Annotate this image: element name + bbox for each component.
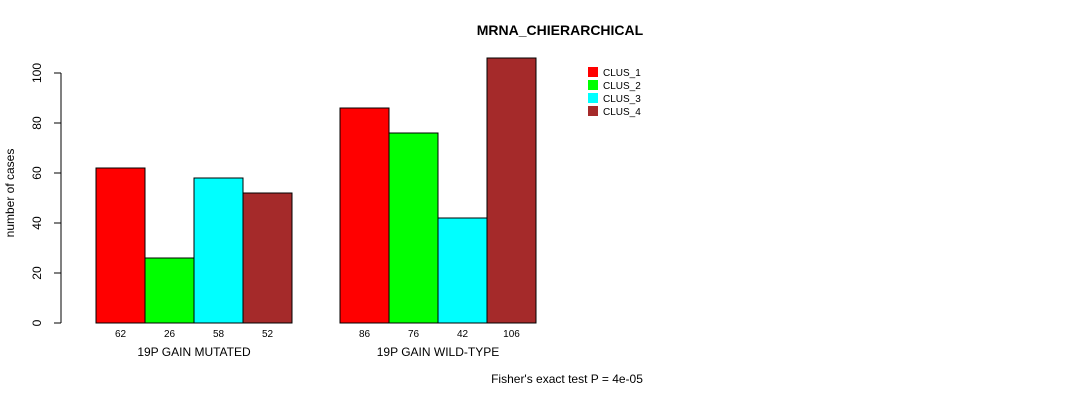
bar-value-label: 52 [262, 329, 274, 340]
bar-clus-3 [193, 177, 244, 324]
legend-swatch [588, 80, 598, 90]
bar-clus-1 [95, 167, 146, 324]
bar-clus-3 [437, 217, 488, 324]
y-tick-label: 60 [30, 166, 44, 180]
legend-swatch [588, 106, 598, 116]
legend-label: CLUS_1 [603, 68, 641, 79]
bar-value-label: 26 [164, 329, 176, 340]
bar-clus-4 [486, 57, 537, 324]
bar-clus-2 [388, 132, 439, 324]
y-axis-label: number of cases [3, 149, 17, 238]
bar-value-label: 76 [408, 329, 420, 340]
bar-value-label: 42 [457, 329, 469, 340]
legend-label: CLUS_3 [603, 94, 641, 105]
legend-label: CLUS_2 [603, 81, 641, 92]
legend: CLUS_1 CLUS_2 CLUS_3 CLUS_4 [588, 67, 641, 118]
bar-value-label: 86 [359, 329, 371, 340]
legend-label: CLUS_4 [603, 107, 641, 118]
y-tick-label: 80 [30, 116, 44, 130]
fisher-test-footnote: Fisher's exact test P = 4e-05 [491, 372, 643, 386]
chart-title: MRNA_CHIERARCHICAL [477, 22, 644, 38]
y-axis-ticks: 0 20 40 60 80 100 [30, 63, 61, 326]
bar-value-label: 106 [503, 329, 520, 340]
bar-value-label: 58 [213, 329, 225, 340]
bar-clus-1 [339, 107, 390, 324]
y-tick-label: 20 [30, 266, 44, 280]
legend-swatch [588, 93, 598, 103]
bars [95, 57, 537, 324]
bar-clus-4 [242, 192, 293, 324]
y-tick-label: 40 [30, 216, 44, 230]
group-label: 19P GAIN MUTATED [137, 345, 251, 359]
bar-value-labels: 62 26 58 52 86 76 42 106 [115, 329, 520, 340]
y-tick-label: 100 [30, 63, 44, 83]
bar-value-label: 62 [115, 329, 127, 340]
group-labels: 19P GAIN MUTATED 19P GAIN WILD-TYPE [137, 345, 499, 359]
group-label: 19P GAIN WILD-TYPE [377, 345, 499, 359]
legend-swatch [588, 67, 598, 77]
bar-clus-2 [144, 257, 195, 324]
y-tick-label: 0 [30, 319, 44, 326]
